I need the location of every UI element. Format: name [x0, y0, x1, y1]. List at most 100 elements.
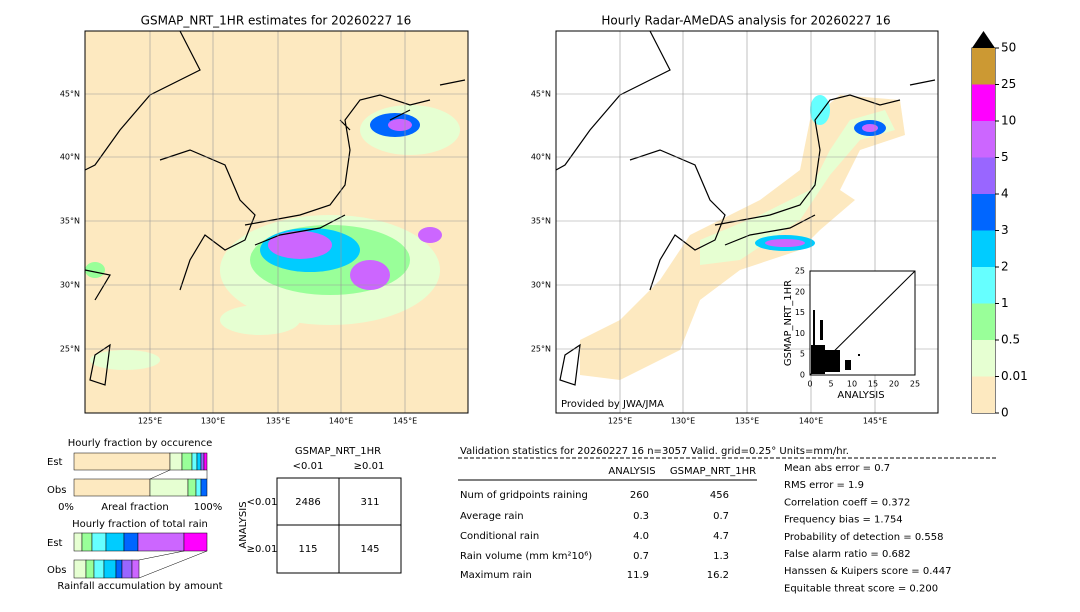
colorbar-segment [972, 84, 995, 121]
scatter-x-tick: 10 [847, 380, 857, 389]
score: Equitable threat score = 0.200 [784, 583, 938, 594]
panel-title: Hourly fraction of total rain [72, 519, 208, 530]
colorbar-label: 25 [1001, 77, 1016, 91]
lon-label: 145°E [393, 417, 417, 426]
row-label: Obs [47, 565, 66, 576]
colorbar-segment [972, 194, 995, 231]
stat-value: 0.7 [633, 551, 649, 562]
score: Hanssen & Kuipers score = 0.447 [784, 566, 951, 577]
stat-value: 11.9 [627, 570, 649, 581]
credit: Provided by JWA/JMA [561, 399, 664, 410]
total-bars [73, 532, 208, 579]
colorbar-segment [972, 267, 995, 304]
colorbar-segment [972, 376, 995, 413]
cell: 2486 [295, 497, 320, 508]
axis-label: 100% [194, 502, 223, 513]
lat-label: 45°N [60, 90, 80, 99]
validation-header: Validation statistics for 20260227 16 n=… [460, 446, 849, 457]
col-label: GSMAP_NRT_1HR [670, 466, 756, 477]
colorbar-label: 50 [1001, 41, 1016, 55]
row-label: Obs [47, 485, 66, 496]
table-title: GSMAP_NRT_1HR [295, 446, 381, 457]
colorbar-label: 10 [1001, 114, 1016, 128]
map-title: Hourly Radar-AMeDAS analysis for 2026022… [601, 14, 890, 28]
scatter-y-tick: 25 [795, 267, 805, 276]
scatter-x-tick: 25 [910, 380, 920, 389]
scatter-points [811, 310, 860, 374]
panel-footer: Rainfall accumulation by amount [57, 581, 222, 592]
rain-areas [85, 105, 460, 370]
colorbar-segment [972, 230, 995, 267]
row-label: Est [47, 457, 63, 468]
lon-label: 145°E [863, 417, 887, 426]
colorbar-segment [972, 340, 995, 377]
colorbar-segment [972, 121, 995, 158]
stat-value: 0.3 [633, 511, 649, 522]
stat-label: Conditional rain [460, 531, 539, 542]
map-frame [555, 30, 939, 414]
colorbar-segment [972, 157, 995, 194]
lon-label: 140°E [329, 417, 353, 426]
scatter-xlabel: ANALYSIS [837, 390, 884, 401]
stat-label: Num of gridpoints raining [460, 490, 588, 501]
axis-label: Areal fraction [101, 502, 168, 513]
stat-label: Maximum rain [460, 570, 532, 581]
stat-value: 456 [710, 490, 729, 501]
stat-value: 260 [630, 490, 649, 501]
lat-label: 35°N [531, 217, 551, 226]
scatter-y-tick: 15 [795, 308, 805, 317]
score: Probability of detection = 0.558 [784, 532, 943, 543]
cell: 145 [360, 544, 379, 555]
stat-label: Rain volume (mm km²10⁶) [460, 551, 592, 562]
grid [85, 31, 468, 413]
cell: 115 [298, 544, 317, 555]
scatter-x-tick: 15 [868, 380, 878, 389]
col-label: ANALYSIS [608, 466, 655, 477]
left-map: GSMAP_NRT_1HR estimates for 20260227 16 [84, 14, 469, 414]
scatter-y-tick: 0 [800, 371, 805, 380]
lat-label: 35°N [60, 217, 80, 226]
scatter-x-tick: 20 [889, 380, 899, 389]
lat-label: 30°N [60, 281, 80, 290]
stat-value: 16.2 [707, 570, 729, 581]
colorbar-label: 4 [1001, 187, 1009, 201]
colorbar-label: 3 [1001, 223, 1009, 237]
lon-label: 140°E [799, 417, 823, 426]
row-label: ≥0.01 [247, 544, 278, 555]
panel-title: Hourly fraction by occurence [68, 438, 212, 449]
coastline [84, 30, 466, 386]
colorbar-segment [972, 48, 995, 85]
row-label: Est [47, 538, 63, 549]
lon-label: 130°E [201, 417, 225, 426]
colorbar-label: 1 [1001, 296, 1009, 310]
stat-value: 4.0 [633, 531, 649, 542]
scatter-x-tick: 5 [828, 380, 833, 389]
colorbar-label: 0 [1001, 406, 1009, 420]
colorbar-label: 5 [1001, 150, 1009, 164]
lat-label: 45°N [531, 90, 551, 99]
score: RMS error = 1.9 [784, 480, 864, 491]
score: Frequency bias = 1.754 [784, 515, 903, 526]
row-axis-label: ANALYSIS [238, 501, 249, 548]
stat-value: 4.7 [713, 531, 729, 542]
stat-value: 1.3 [713, 551, 729, 562]
lon-label: 135°E [266, 417, 290, 426]
stat-label: Average rain [460, 511, 524, 522]
colorbar-label: 2 [1001, 260, 1009, 274]
lon-label: 135°E [735, 417, 759, 426]
scatter-ylabel: GSMAP_NRT_1HR [783, 280, 794, 366]
col-label: <0.01 [293, 461, 324, 472]
lon-label: 130°E [671, 417, 695, 426]
occurrence-bars [73, 452, 208, 497]
colorbar-segment [972, 303, 995, 340]
lon-label: 125°E [138, 417, 162, 426]
table-grid [276, 477, 402, 574]
scatter-y-tick: 20 [795, 287, 805, 296]
colorbar-label: 0.5 [1001, 333, 1020, 347]
col-label: ≥0.01 [354, 461, 385, 472]
lat-label: 40°N [531, 153, 551, 162]
map-title: GSMAP_NRT_1HR estimates for 20260227 16 [141, 14, 412, 28]
colorbar-extension [972, 31, 995, 48]
lat-label: 25°N [531, 345, 551, 354]
